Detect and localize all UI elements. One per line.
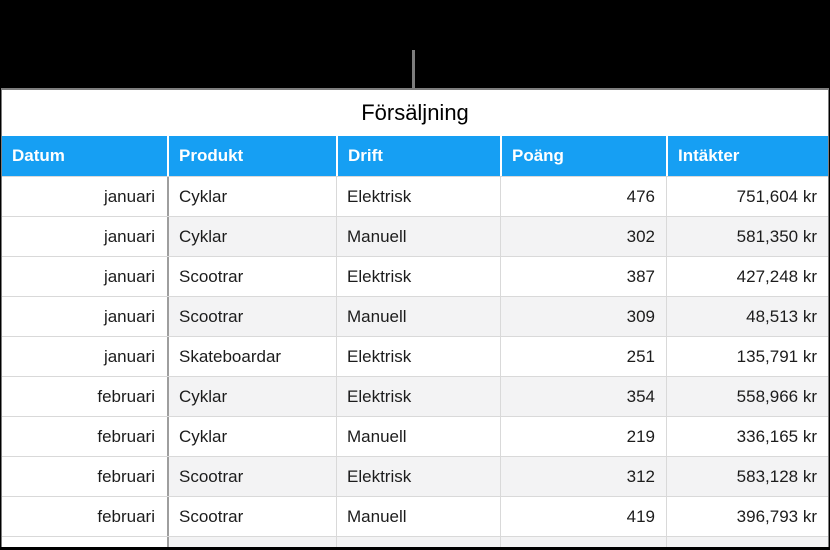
table-row: februari Cyklar Manuell 219 336,165 kr: [2, 416, 828, 456]
table-row: januari Cyklar Manuell 302 581,350 kr: [2, 216, 828, 256]
cell-produkt[interactable]: Scootrar: [167, 457, 336, 496]
table-row: februari Scootrar Elektrisk 312 583,128 kr: [2, 456, 828, 496]
cell-intakter[interactable]: 48,513 kr: [666, 297, 828, 336]
cell-datum[interactable]: februari: [2, 457, 167, 496]
cell-produkt[interactable]: Scootrar: [167, 497, 336, 536]
cell-produkt[interactable]: Cyklar: [167, 217, 336, 256]
cell-drift[interactable]: Manuell: [336, 497, 500, 536]
table-row: januari Scootrar Manuell 309 48,513 kr: [2, 296, 828, 336]
cell-drift: [336, 537, 500, 547]
cell-poang[interactable]: 251: [500, 337, 666, 376]
table-row: februari Scootrar Manuell 419 396,793 kr: [2, 496, 828, 536]
cell-poang: [500, 537, 666, 547]
cell-intakter[interactable]: 751,604 kr: [666, 177, 828, 216]
table-row: januari Cyklar Elektrisk 476 751,604 kr: [2, 176, 828, 216]
cell-datum[interactable]: januari: [2, 217, 167, 256]
cell-datum[interactable]: februari: [2, 377, 167, 416]
cell-intakter[interactable]: 558,966 kr: [666, 377, 828, 416]
cell-drift[interactable]: Elektrisk: [336, 337, 500, 376]
cell-intakter: [666, 537, 828, 547]
cell-poang[interactable]: 219: [500, 417, 666, 456]
cell-datum[interactable]: januari: [2, 337, 167, 376]
table-title[interactable]: Försäljning: [361, 100, 469, 125]
cell-drift[interactable]: Elektrisk: [336, 457, 500, 496]
cell-produkt[interactable]: Scootrar: [167, 297, 336, 336]
cell-datum[interactable]: februari: [2, 497, 167, 536]
cell-datum[interactable]: januari: [2, 297, 167, 336]
partial-clipped-row: [2, 536, 828, 547]
column-header-datum[interactable]: Datum: [12, 146, 65, 165]
cell-intakter[interactable]: 427,248 kr: [666, 257, 828, 296]
table-row: januari Skateboardar Elektrisk 251 135,791 k…: [2, 336, 828, 376]
table-title-row: Försäljning: [2, 90, 828, 136]
cell-produkt: [167, 537, 336, 547]
cell-datum: [2, 537, 167, 547]
cell-produkt[interactable]: Cyklar: [167, 377, 336, 416]
cell-datum[interactable]: januari: [2, 257, 167, 296]
cell-produkt[interactable]: Cyklar: [167, 417, 336, 456]
column-header-intakter[interactable]: Intäkter: [666, 136, 828, 176]
cell-poang[interactable]: 302: [500, 217, 666, 256]
cell-intakter[interactable]: 135,791 kr: [666, 337, 828, 376]
cell-poang[interactable]: 476: [500, 177, 666, 216]
cell-drift[interactable]: Manuell: [336, 217, 500, 256]
cell-drift[interactable]: Manuell: [336, 297, 500, 336]
cell-intakter[interactable]: 581,350 kr: [666, 217, 828, 256]
column-header-produkt[interactable]: Produkt: [167, 136, 336, 176]
cell-produkt[interactable]: Cyklar: [167, 177, 336, 216]
sales-table: Försäljning Datum Produkt Drift Poäng Intäkt…: [1, 88, 829, 547]
table-row: januari Scootrar Elektrisk 387 427,248 kr: [2, 256, 828, 296]
column-header-poang[interactable]: Poäng: [500, 136, 666, 176]
cell-datum[interactable]: februari: [2, 417, 167, 456]
column-header-drift[interactable]: Drift: [336, 136, 500, 176]
cell-produkt[interactable]: Skateboardar: [167, 337, 336, 376]
callout-pointer-line: [412, 50, 415, 88]
cell-poang[interactable]: 354: [500, 377, 666, 416]
cell-poang[interactable]: 387: [500, 257, 666, 296]
table-body: januari Cyklar Elektrisk 476 751,604 kr janua…: [2, 176, 828, 547]
cell-poang[interactable]: 312: [500, 457, 666, 496]
table-header-row: Datum Produkt Drift Poäng Intäkter: [2, 136, 828, 176]
cell-drift[interactable]: Elektrisk: [336, 257, 500, 296]
cell-intakter[interactable]: 336,165 kr: [666, 417, 828, 456]
cell-poang[interactable]: 309: [500, 297, 666, 336]
cell-produkt[interactable]: Scootrar: [167, 257, 336, 296]
cell-drift[interactable]: Elektrisk: [336, 377, 500, 416]
cell-drift[interactable]: Elektrisk: [336, 177, 500, 216]
cell-drift[interactable]: Manuell: [336, 417, 500, 456]
cell-poang[interactable]: 419: [500, 497, 666, 536]
table-row: februari Cyklar Elektrisk 354 558,966 kr: [2, 376, 828, 416]
cell-intakter[interactable]: 583,128 kr: [666, 457, 828, 496]
cell-intakter[interactable]: 396,793 kr: [666, 497, 828, 536]
cell-datum[interactable]: januari: [2, 177, 167, 216]
